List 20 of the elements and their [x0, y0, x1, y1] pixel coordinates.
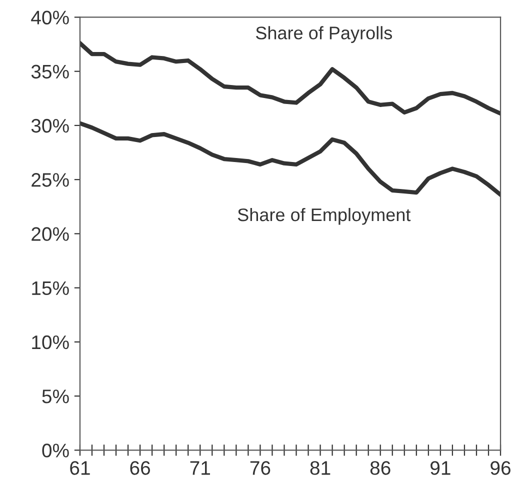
x-tick-label: 86: [370, 461, 390, 475]
line-series: [80, 41, 501, 116]
x-tick-label: 96: [490, 461, 510, 475]
y-tick-label: 0%: [42, 444, 69, 458]
y-tick-label: 10%: [32, 335, 69, 350]
x-tick-label: 71: [190, 461, 210, 475]
y-tick-label: 40%: [31, 10, 69, 24]
y-tick-label: 25%: [32, 173, 69, 187]
x-tick-label: 91: [430, 461, 450, 475]
x-tick-label: 61: [70, 461, 90, 475]
y-tick-label: 30%: [31, 118, 69, 133]
y-tick-label: 5%: [42, 390, 69, 404]
y-tick-label: 15%: [32, 281, 69, 296]
series-label: Share of Payrolls: [256, 26, 392, 43]
y-tick-label: 20%: [32, 227, 69, 241]
series-label: Share of Employment: [238, 208, 411, 225]
y-tick-label: 35%: [31, 64, 69, 79]
x-tick-label: 66: [130, 461, 150, 475]
x-tick-label: 81: [310, 461, 330, 475]
x-tick-label: 76: [250, 461, 270, 475]
